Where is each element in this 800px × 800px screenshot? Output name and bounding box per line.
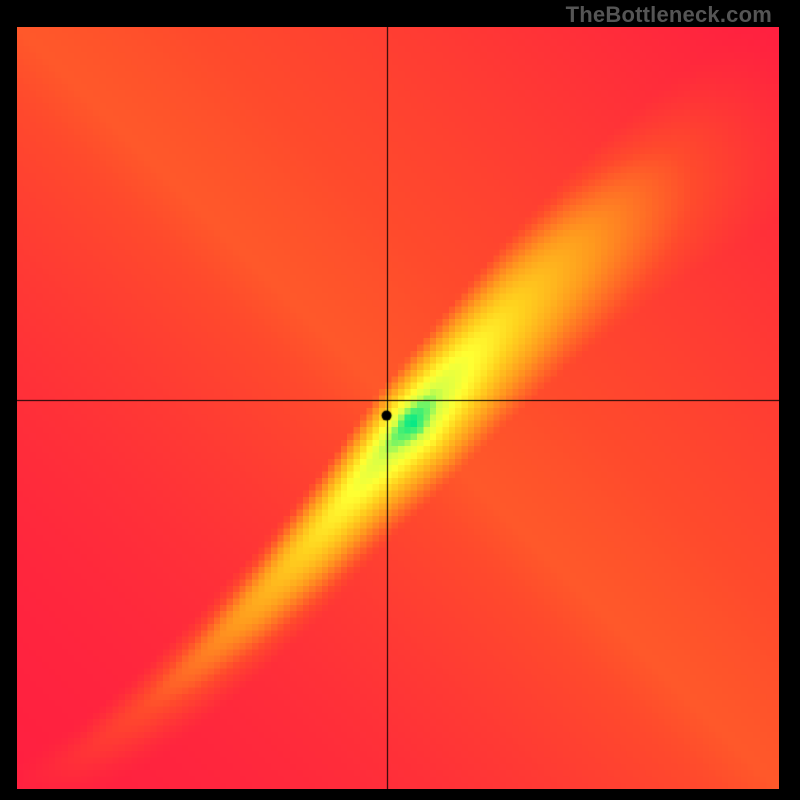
crosshair-overlay xyxy=(17,27,779,789)
chart-container: { "figure": { "type": "heatmap", "canvas… xyxy=(0,0,800,800)
watermark-text: TheBottleneck.com xyxy=(566,2,772,28)
